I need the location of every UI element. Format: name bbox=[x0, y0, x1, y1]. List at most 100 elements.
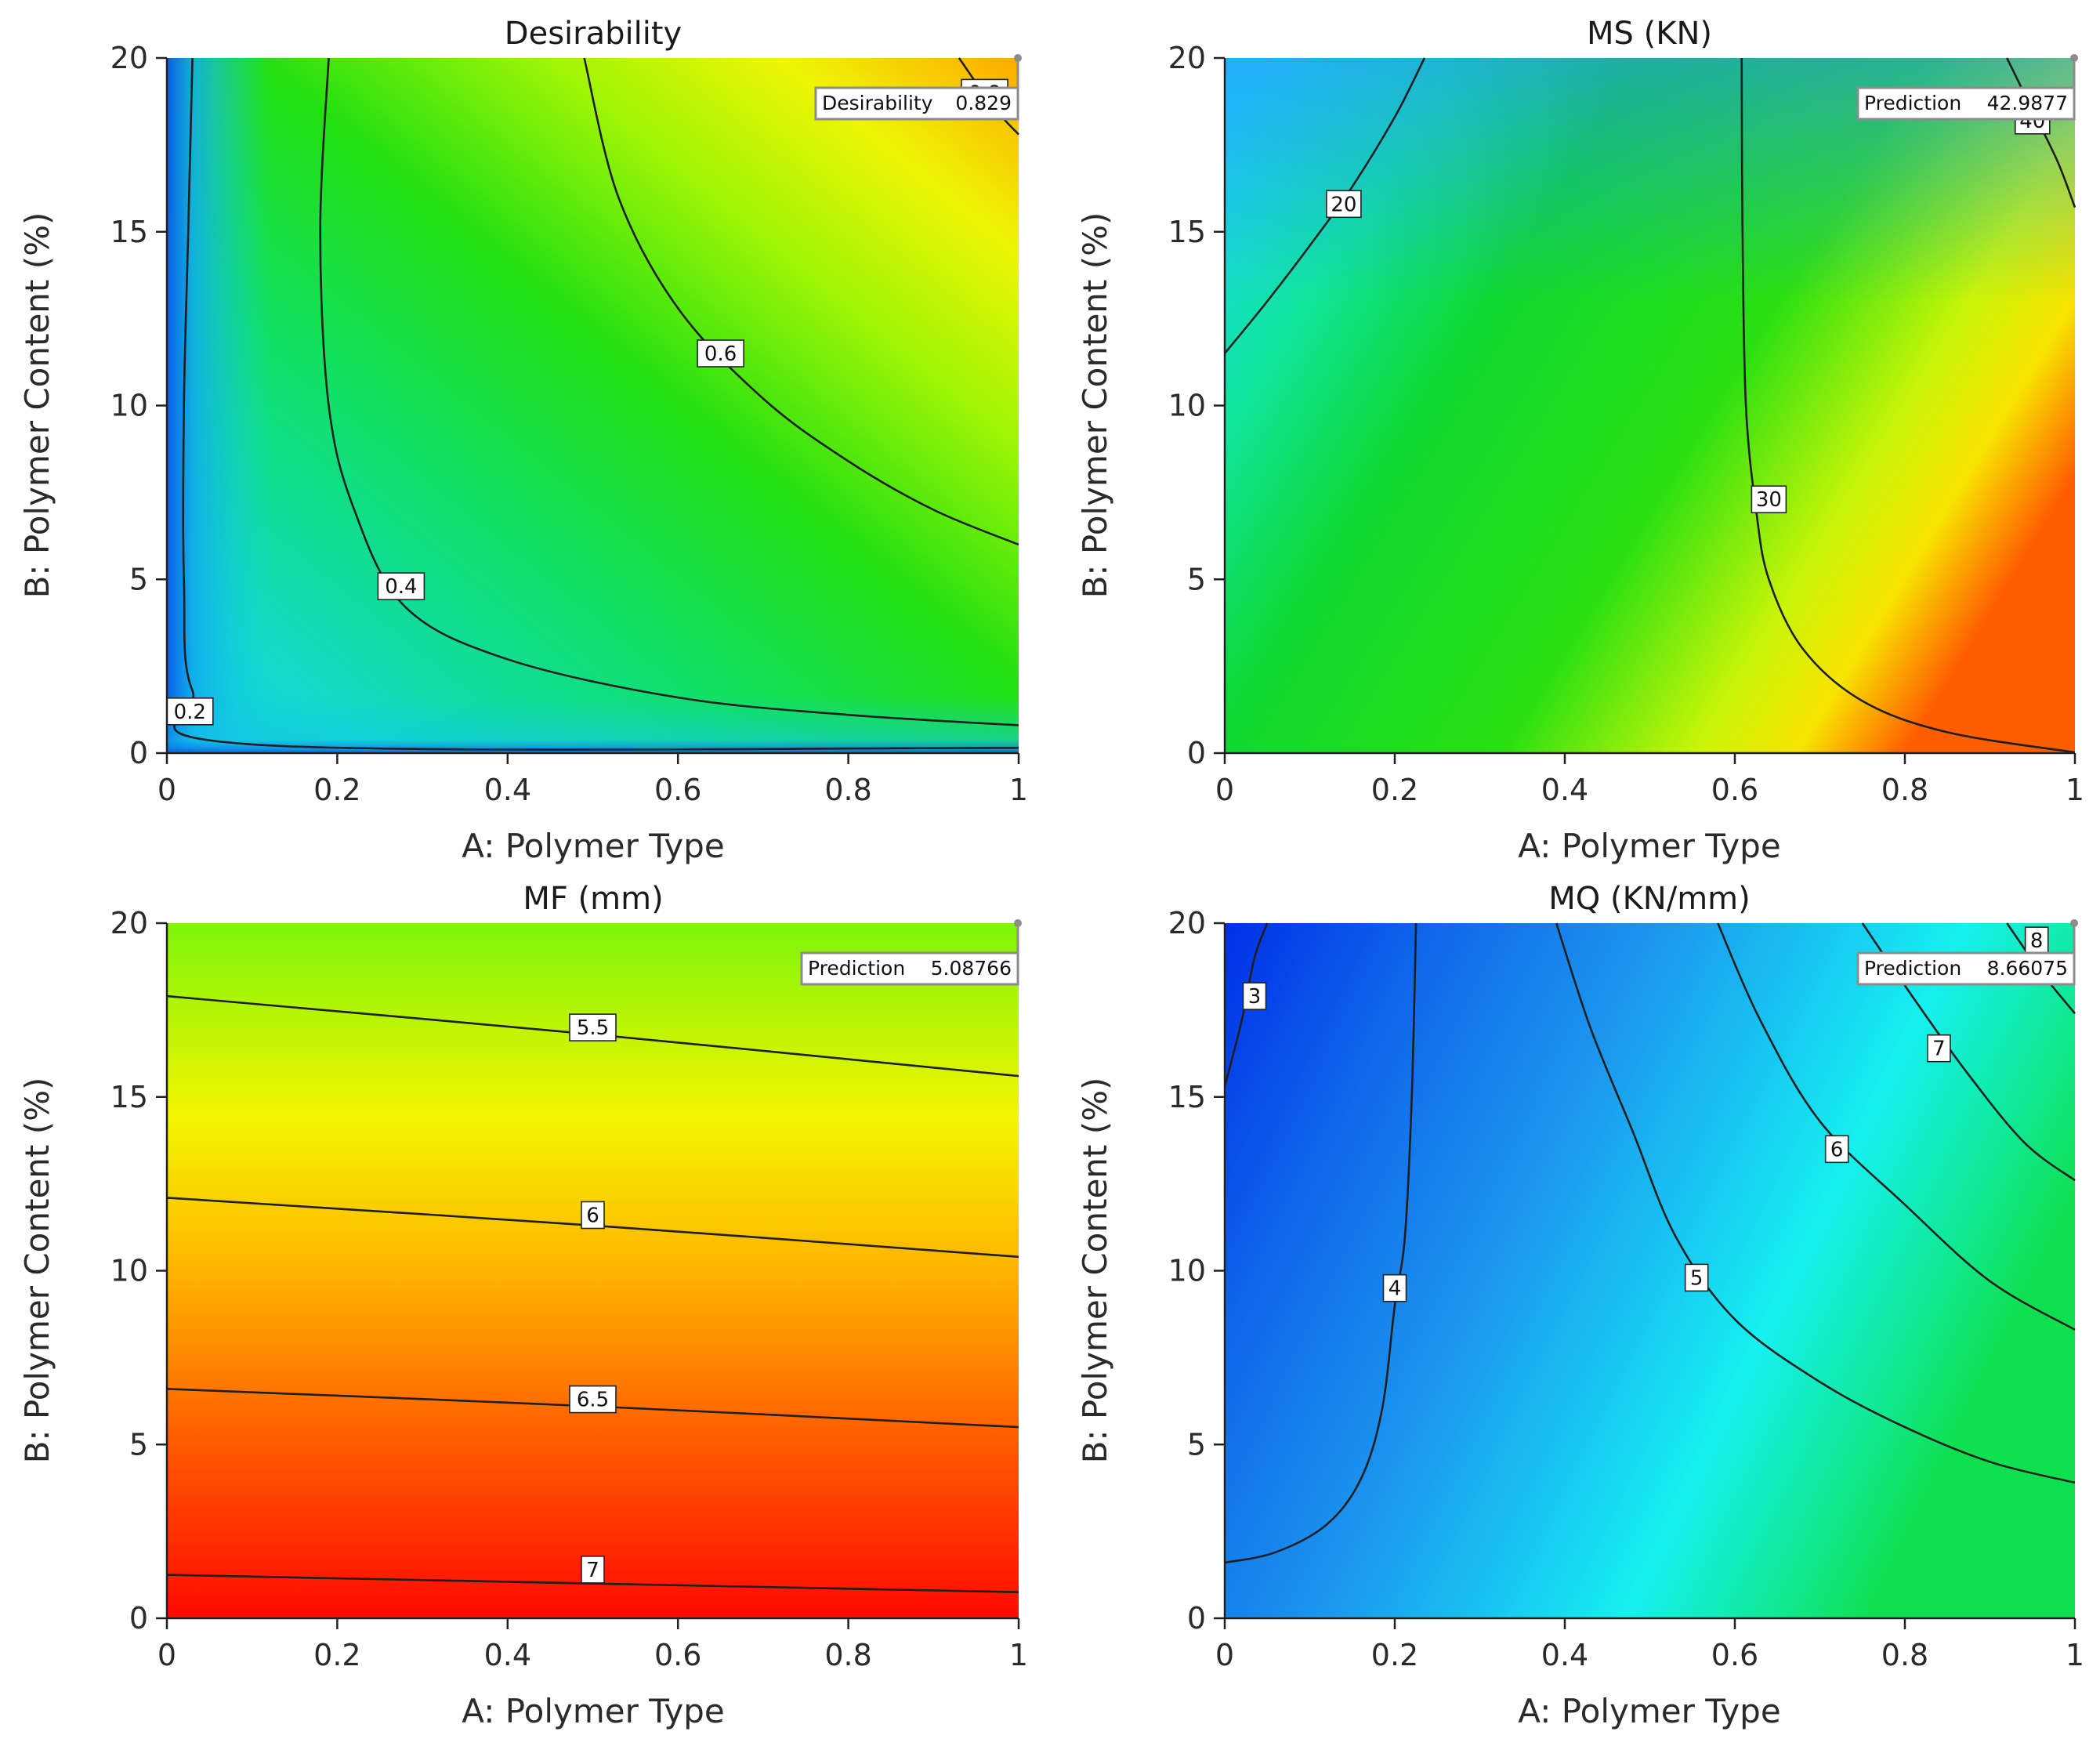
mf-y-tick-label: 0 bbox=[129, 1601, 148, 1636]
ms-contour-label-30: 30 bbox=[1751, 485, 1787, 514]
desirability-contour-label-0.6: 0.6 bbox=[697, 339, 744, 368]
mq-contour-label-text: 5 bbox=[1690, 1266, 1704, 1290]
mq-contour-6 bbox=[1717, 922, 2076, 1331]
mf-panel: MF (mm) 5.5 6 6.5 7 Prediction 5.08766 0 0.2 0… bbox=[18, 881, 1028, 1730]
mf-contour-label-6: 6 bbox=[581, 1201, 605, 1230]
mf-y-tick-label: 15 bbox=[110, 1080, 148, 1114]
ms-flag-point bbox=[2070, 54, 2078, 62]
desirability-contour-0.4 bbox=[319, 57, 1019, 726]
mq-contour-label-6: 6 bbox=[1824, 1135, 1849, 1164]
desirability-contour-0.6 bbox=[583, 57, 1019, 546]
desirability-contour-label-text: 0.4 bbox=[385, 575, 417, 599]
mf-contour-label-text: 6 bbox=[586, 1204, 599, 1228]
mf-x-tick-label: 1 bbox=[1009, 1638, 1028, 1672]
mf-contour-label-text: 5.5 bbox=[577, 1016, 609, 1040]
mq-x-tick-label: 0 bbox=[1215, 1638, 1234, 1672]
desirability-title: Desirability bbox=[505, 16, 682, 52]
desirability-contour-label-text: 0.6 bbox=[704, 342, 737, 366]
mf-x-tick-label: 0.6 bbox=[654, 1638, 701, 1672]
ms-y-tick-label: 15 bbox=[1168, 215, 1206, 249]
ms-y-tick-label: 5 bbox=[1187, 562, 1206, 596]
mf-contour-label-7: 7 bbox=[581, 1556, 605, 1584]
desirability-contour-label-0.4: 0.4 bbox=[377, 572, 425, 600]
mq-flag: Prediction 8.66075 bbox=[1856, 919, 2078, 986]
ms-y-tick-label: 20 bbox=[1168, 41, 1206, 75]
desirability-x-tick-label: 0 bbox=[158, 773, 176, 807]
ms-y-tick-label: 0 bbox=[1187, 736, 1206, 770]
desirability-contour-0.2 bbox=[173, 57, 1019, 751]
desirability-flag-value: 0.829 bbox=[955, 92, 1012, 114]
mf-x-tick-label: 0 bbox=[158, 1638, 176, 1672]
mq-title: MQ (KN/mm) bbox=[1548, 881, 1750, 917]
desirability-x-tick-label: 0.2 bbox=[313, 773, 360, 807]
mq-y-tick-label: 15 bbox=[1168, 1080, 1206, 1114]
mf-contour-label-text: 7 bbox=[586, 1559, 599, 1582]
desirability-ylabel: B: Polymer Content (%) bbox=[18, 212, 56, 599]
desirability-xlabel: A: Polymer Type bbox=[462, 827, 724, 865]
mq-contour-label-text: 7 bbox=[1932, 1038, 1946, 1061]
mq-x-tick-label: 1 bbox=[2066, 1638, 2084, 1672]
mf-contour-label-text: 6.5 bbox=[577, 1389, 609, 1412]
mf-flag-name: Prediction bbox=[808, 957, 905, 980]
ms-x-tick-label: 0.4 bbox=[1541, 773, 1588, 807]
mq-panel: MQ (KN/mm) 3 4 5 6 7 8 Prediction 8.66075 0 0.2… bbox=[1076, 881, 2084, 1730]
mf-title: MF (mm) bbox=[523, 881, 663, 917]
mq-x-tick-label: 0.2 bbox=[1371, 1638, 1418, 1672]
mq-xlabel: A: Polymer Type bbox=[1518, 1692, 1780, 1730]
mq-contour-label-text: 4 bbox=[1389, 1277, 1402, 1301]
mq-x-tick-label: 0.4 bbox=[1541, 1638, 1588, 1672]
ms-xlabel: A: Polymer Type bbox=[1518, 827, 1780, 865]
mq-contour-label-8: 8 bbox=[2024, 926, 2049, 955]
desirability-flag-point bbox=[1014, 54, 1022, 62]
mf-y-tick-label: 10 bbox=[110, 1254, 148, 1288]
ms-flag-name: Prediction bbox=[1864, 92, 1961, 114]
ms-x-tick-label: 0.6 bbox=[1711, 773, 1758, 807]
ms-ylabel: B: Polymer Content (%) bbox=[1076, 212, 1114, 599]
mf-contour-label-5.5: 5.5 bbox=[569, 1013, 617, 1041]
mq-flag-point bbox=[2070, 919, 2078, 927]
mq-contour-label-text: 6 bbox=[1830, 1138, 1844, 1161]
mq-flag-name: Prediction bbox=[1864, 957, 1961, 980]
ms-flag-value: 42.9877 bbox=[1987, 92, 2068, 114]
ms-x-tick-label: 0.2 bbox=[1371, 773, 1418, 807]
mf-y-tick-label: 5 bbox=[129, 1427, 148, 1462]
mq-x-tick-label: 0.6 bbox=[1711, 1638, 1758, 1672]
desirability-contour-label-text: 0.2 bbox=[174, 701, 206, 724]
mf-flag-value: 5.08766 bbox=[931, 957, 1012, 980]
ms-contour-30 bbox=[1740, 57, 2076, 754]
mq-contour-label-3: 3 bbox=[1242, 982, 1267, 1010]
mf-flag: Prediction 5.08766 bbox=[800, 919, 1022, 986]
ms-contour-label-20: 20 bbox=[1326, 190, 1362, 219]
ms-contour-label-text: 20 bbox=[1331, 193, 1356, 216]
desirability-y-tick-label: 15 bbox=[110, 215, 148, 249]
desirability-flag: Desirability 0.829 bbox=[814, 54, 1022, 121]
mf-x-tick-label: 0.4 bbox=[484, 1638, 531, 1672]
mq-y-tick-label: 10 bbox=[1168, 1254, 1206, 1288]
ms-x-tick-label: 0 bbox=[1215, 773, 1234, 807]
mf-ylabel: B: Polymer Content (%) bbox=[18, 1078, 56, 1464]
mf-y-tick-label: 20 bbox=[110, 906, 148, 940]
ms-flag: Prediction 42.9877 bbox=[1856, 54, 2078, 121]
ms-contour-label-text: 30 bbox=[1756, 488, 1782, 512]
desirability-contour-label-0.2: 0.2 bbox=[166, 697, 214, 726]
mf-x-tick-label: 0.8 bbox=[824, 1638, 871, 1672]
mq-contour-5 bbox=[1555, 922, 2076, 1484]
desirability-y-tick-label: 20 bbox=[110, 41, 148, 75]
ms-x-tick-label: 1 bbox=[2066, 773, 2084, 807]
mq-contour-label-text: 8 bbox=[2030, 929, 2044, 953]
desirability-y-tick-label: 0 bbox=[129, 736, 148, 770]
mq-contour-label-5: 5 bbox=[1684, 1263, 1709, 1292]
mq-y-tick-label: 5 bbox=[1187, 1427, 1206, 1462]
mf-xlabel: A: Polymer Type bbox=[462, 1692, 724, 1730]
mf-contour-label-6.5: 6.5 bbox=[569, 1385, 617, 1414]
desirability-x-tick-label: 0.8 bbox=[824, 773, 871, 807]
mq-contour-label-text: 3 bbox=[1248, 985, 1262, 1009]
desirability-x-tick-label: 0.6 bbox=[654, 773, 701, 807]
desirability-x-tick-label: 1 bbox=[1009, 773, 1028, 807]
mq-ylabel: B: Polymer Content (%) bbox=[1076, 1078, 1114, 1464]
desirability-panel: Desirability 0.2 0.4 0.6 0.8 Desirability 0.… bbox=[18, 16, 1028, 865]
mq-flag-value: 8.66075 bbox=[1987, 957, 2068, 980]
mq-contour-label-4: 4 bbox=[1382, 1273, 1407, 1302]
